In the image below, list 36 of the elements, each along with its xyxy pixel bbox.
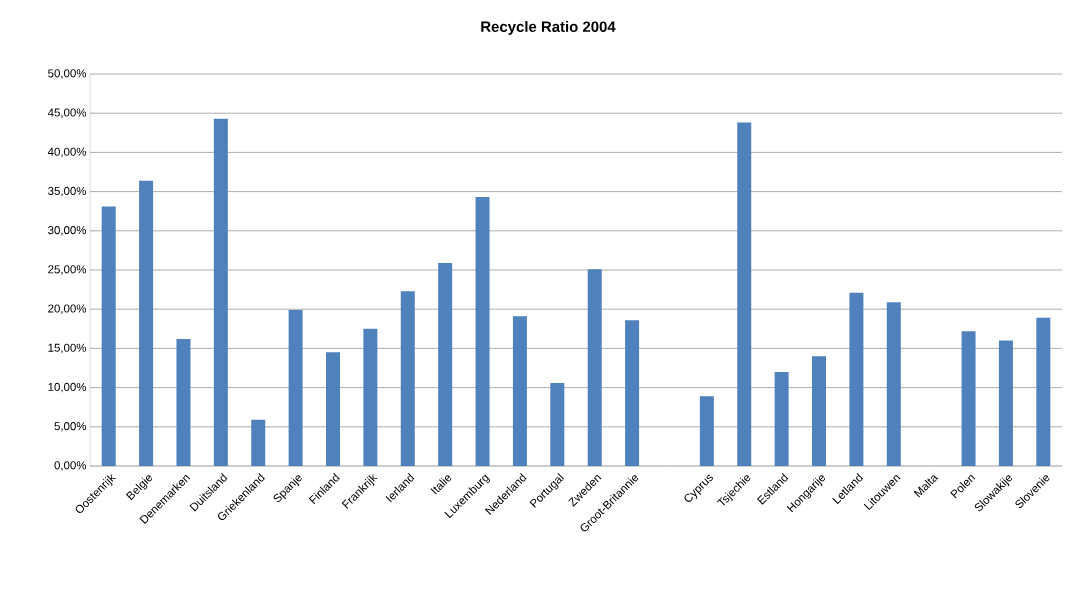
y-tick-label: 0,00% xyxy=(54,461,87,471)
bar xyxy=(213,118,228,466)
bar xyxy=(699,396,714,466)
bar xyxy=(251,419,266,466)
chart-title: Recycle Ratio 2004 xyxy=(481,21,616,35)
y-tick-label: 5,00% xyxy=(54,422,87,432)
y-tick-label: 30,00% xyxy=(48,226,87,236)
y-tick-label: 45,00% xyxy=(47,108,87,118)
bar xyxy=(512,316,527,466)
bar xyxy=(849,292,864,466)
y-tick-label: 10,00% xyxy=(48,382,87,393)
bar xyxy=(812,356,827,466)
bar xyxy=(288,309,303,466)
bar xyxy=(363,328,378,466)
bar xyxy=(176,338,191,466)
bar xyxy=(400,291,415,466)
bar xyxy=(475,197,490,466)
bar xyxy=(438,262,453,466)
y-tick-label: 40,00% xyxy=(47,147,87,158)
bar xyxy=(101,206,116,466)
bar xyxy=(587,269,602,466)
bar xyxy=(961,331,976,466)
bar xyxy=(737,122,752,466)
y-tick-label: 50,00% xyxy=(48,69,87,79)
y-tick-label: 20,00% xyxy=(48,304,87,314)
bar xyxy=(774,371,789,466)
bar xyxy=(550,382,565,466)
y-tick-label: 35,00% xyxy=(48,186,87,197)
bar xyxy=(625,320,640,466)
bar xyxy=(886,302,901,466)
bar xyxy=(1036,317,1051,466)
bar xyxy=(326,352,340,466)
y-tick-label: 25,00% xyxy=(48,265,87,275)
y-tick-label: 15,00% xyxy=(48,343,87,354)
bar xyxy=(998,340,1013,466)
bar xyxy=(139,180,154,466)
